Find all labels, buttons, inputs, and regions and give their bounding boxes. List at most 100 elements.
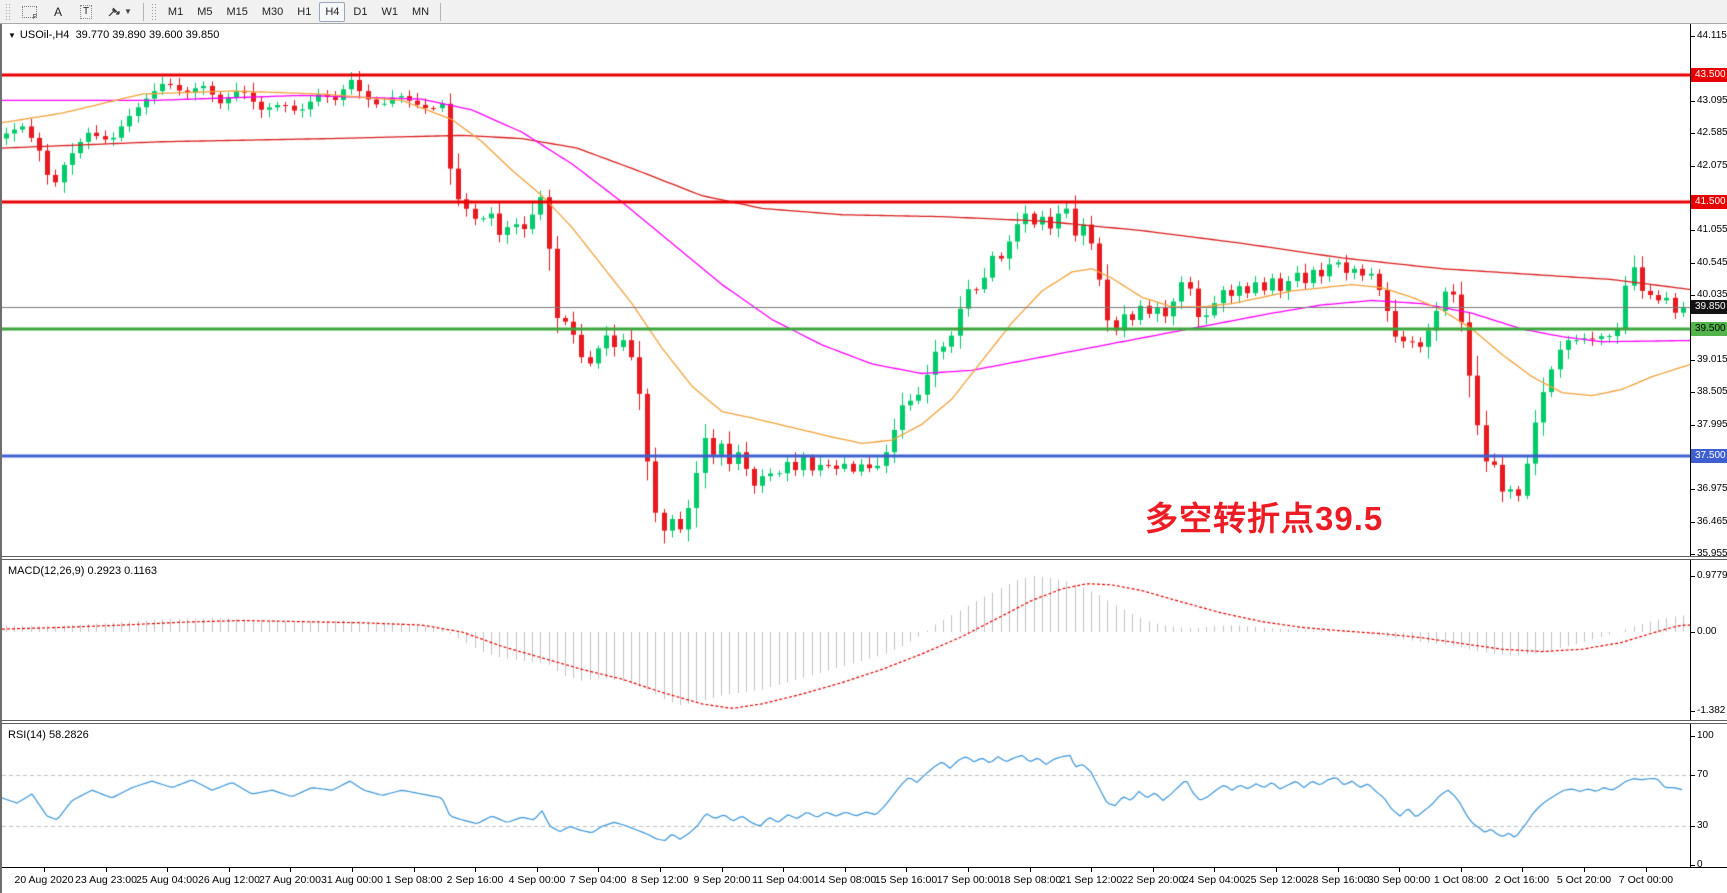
text-label-tool-button[interactable]: A	[45, 2, 71, 22]
timeframe-button-H1[interactable]: H1	[291, 2, 317, 22]
rsi-tick-label: 70	[1691, 769, 1708, 781]
rsi-tick-label: 30	[1691, 820, 1708, 832]
macd-panel: MACD(12,26,9) 0.2923 0.1163 0.9779 0.00 -1…	[2, 560, 1727, 720]
timeframe-button-M30[interactable]: M30	[256, 2, 289, 22]
time-tick	[44, 868, 45, 872]
price-tick-label: 40.035	[1691, 289, 1727, 301]
time-tick	[475, 868, 476, 872]
time-axis-label: 28 Sep 16:00	[1306, 874, 1370, 886]
time-tick	[229, 868, 230, 872]
bull-bear-turning-point-annotation: 多空转折点39.5	[1145, 500, 1384, 537]
time-tick	[1153, 868, 1154, 872]
time-axis-label: 25 Aug 04:00	[136, 874, 198, 886]
chevron-down-icon: ▼	[124, 7, 132, 16]
price-tick-label: 40.545	[1691, 257, 1727, 269]
chart-ohlc-values: 39.770 39.890 39.600 39.850	[75, 29, 220, 41]
time-axis-label: 2 Oct 16:00	[1494, 874, 1550, 886]
time-tick	[290, 868, 291, 872]
time-axis-label: 1 Sep 08:00	[385, 874, 443, 886]
time-axis[interactable]: 20 Aug 2020 23 Aug 23:00 25 Aug 04:00 26 Au…	[2, 867, 1727, 893]
timeframe-button-W1[interactable]: W1	[375, 2, 404, 22]
price-line-badge: 39.850	[1691, 299, 1727, 314]
time-axis-label: 2 Sep 16:00	[446, 874, 504, 886]
time-axis-label: 20 Aug 2020	[14, 874, 74, 886]
toolbar-drag-handle[interactable]	[5, 3, 12, 20]
time-tick	[1030, 868, 1031, 872]
time-tick	[1214, 868, 1215, 872]
timeframe-button-H4[interactable]: H4	[319, 1, 346, 22]
price-tick-label: 35.955	[1691, 548, 1727, 560]
time-axis-label: 7 Oct 00:00	[1618, 874, 1674, 886]
rsi-tick-label: 0	[1691, 859, 1703, 871]
time-axis-label: 11 Sep 04:00	[752, 874, 814, 886]
time-axis-label: 14 Sep 08:00	[813, 874, 877, 886]
symbol-dropdown-icon[interactable]: ▼	[8, 31, 16, 40]
time-tick	[1091, 868, 1092, 872]
price-axis: 44.115 43.095 42.585 42.075 41.055 40.545 40.0…	[1690, 24, 1727, 559]
time-axis-label: 17 Sep 00:00	[936, 874, 1000, 886]
time-tick	[906, 868, 907, 872]
diagonal-arrows-icon	[108, 7, 120, 16]
timeframe-button-M1[interactable]: M1	[162, 2, 189, 22]
time-tick	[968, 868, 969, 872]
time-axis-label: 21 Sep 12:00	[1059, 874, 1123, 886]
macd-tick-label: 0.00	[1691, 626, 1716, 638]
time-tick	[1584, 868, 1585, 872]
chart-symbol: USOil-,H4	[19, 29, 70, 41]
toolbar-separator	[142, 2, 144, 21]
price-line-badge: 37.500	[1691, 449, 1727, 464]
time-axis-label: 15 Sep 16:00	[874, 874, 938, 886]
text-box-tool-button[interactable]: T	[73, 2, 99, 22]
main-chart-panel: ▼ USOil-,H4 39.770 39.890 39.600 39.850 多…	[2, 24, 1727, 559]
price-line-badge: 41.500	[1691, 195, 1727, 210]
timeframe-button-M5[interactable]: M5	[191, 2, 218, 22]
timeframe-button-D1[interactable]: D1	[347, 2, 373, 22]
time-axis-label: 5 Oct 20:00	[1556, 874, 1612, 886]
time-axis-label: 22 Sep 20:00	[1121, 874, 1185, 886]
price-tick-label: 37.995	[1691, 419, 1727, 431]
time-axis-label: 26 Aug 12:00	[198, 874, 260, 886]
time-axis-label: 18 Sep 08:00	[998, 874, 1062, 886]
price-line-badge: 43.500	[1691, 68, 1727, 83]
price-tick-label: 42.075	[1691, 160, 1727, 172]
time-tick	[1276, 868, 1277, 872]
price-tick-label: 36.975	[1691, 483, 1727, 495]
grid-tool-button[interactable]: F	[16, 2, 43, 22]
price-tick-label: 41.055	[1691, 224, 1727, 236]
macd-canvas[interactable]	[2, 560, 1690, 720]
timeframe-button-M15[interactable]: M15	[220, 2, 253, 22]
rsi-canvas[interactable]	[2, 724, 1690, 867]
timeframe-button-MN[interactable]: MN	[406, 2, 435, 22]
toolbar: F A T ▼ M1 M5 M15 M30 H1 H4 D1 W1 MN	[0, 0, 1727, 24]
time-axis-label: 8 Sep 12:00	[631, 874, 689, 886]
timeframe-drag-handle[interactable]	[150, 3, 158, 20]
macd-tick-label: -1.382	[1691, 705, 1725, 717]
price-tick-label: 44.115	[1691, 30, 1727, 42]
time-axis-label: 24 Sep 04:00	[1182, 874, 1246, 886]
price-tick-label: 38.505	[1691, 386, 1727, 398]
panel-separator-rsi[interactable]	[2, 720, 1727, 724]
time-tick	[660, 868, 661, 872]
time-tick	[783, 868, 784, 872]
time-axis-label: 25 Sep 12:00	[1244, 874, 1308, 886]
time-tick	[106, 868, 107, 872]
price-tick-label: 43.095	[1691, 95, 1727, 107]
time-axis-label: 9 Sep 20:00	[693, 874, 751, 886]
toolbar-separator-2	[440, 2, 442, 21]
macd-tick-label: 0.9779	[1691, 570, 1727, 582]
time-tick	[1461, 868, 1462, 872]
time-axis-label: 1 Oct 08:00	[1433, 874, 1489, 886]
time-tick	[537, 868, 538, 872]
price-tick-label: 36.465	[1691, 516, 1727, 528]
text-a-icon: A	[53, 4, 62, 19]
time-tick	[1399, 868, 1400, 872]
panel-separator-macd[interactable]	[2, 556, 1727, 560]
time-axis-label: 31 Aug 00:00	[321, 874, 383, 886]
time-axis-label: 27 Aug 20:00	[259, 874, 321, 886]
macd-axis: 0.9779 0.00 -1.382	[1690, 560, 1727, 720]
main-chart-canvas[interactable]	[2, 24, 1690, 556]
time-axis-label: 23 Aug 23:00	[75, 874, 137, 886]
chart-title: ▼ USOil-,H4 39.770 39.890 39.600 39.850	[8, 29, 219, 41]
arrange-objects-button[interactable]: ▼	[101, 2, 138, 22]
